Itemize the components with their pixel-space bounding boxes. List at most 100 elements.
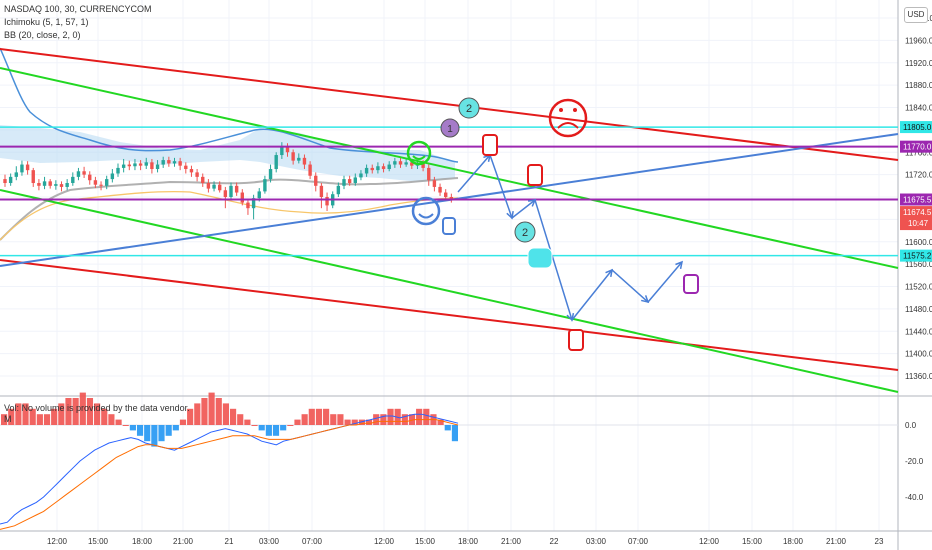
macd-histogram-bar	[43, 414, 51, 425]
macd-pane	[0, 392, 898, 530]
price-level-label: 11575.2	[903, 252, 932, 261]
arrowhead	[641, 295, 650, 304]
candle-body	[8, 176, 13, 184]
green-channel-upper	[0, 67, 899, 269]
blue-smiley-icon	[411, 196, 441, 226]
candle-body	[144, 162, 148, 166]
price-tick-label: 11720.0	[905, 171, 932, 180]
candle-body	[444, 192, 448, 197]
candle-body	[14, 172, 18, 177]
candle-body	[376, 166, 380, 171]
candle-body	[184, 165, 188, 170]
macd-histogram-bar	[237, 414, 244, 425]
price-level-label: 11805.0	[903, 123, 932, 132]
candle-body	[167, 160, 171, 164]
candle-body	[449, 197, 454, 200]
candle-body	[410, 162, 414, 166]
candle-body	[201, 176, 205, 184]
candle-body	[291, 152, 295, 161]
arrowhead	[527, 199, 537, 207]
macd-histogram-bar	[308, 408, 315, 425]
speech-bubble-icon	[458, 97, 480, 119]
candle-body	[353, 177, 357, 184]
price-tick-label: 11960.0	[905, 36, 932, 45]
grid	[0, 0, 898, 531]
macd-histogram-bar	[194, 403, 201, 425]
drawings	[0, 48, 899, 393]
pointing-hand-icon	[442, 217, 456, 235]
candle-body	[398, 161, 403, 165]
price-tick-label: 11440.0	[905, 327, 932, 336]
candle-body	[31, 170, 35, 184]
macd-histogram-bar	[94, 403, 101, 425]
candle-body	[246, 202, 250, 209]
macd-histogram-bar	[201, 398, 208, 425]
candle-body	[178, 161, 182, 166]
candle-body	[314, 175, 318, 186]
macd-histogram-bar	[15, 403, 22, 425]
pointing-hand-icon	[527, 164, 543, 186]
candle-body	[161, 160, 165, 165]
macd-histogram-bar	[294, 419, 301, 425]
sad-face-eye	[559, 108, 563, 112]
price-tick-label: 11920.0	[905, 59, 932, 68]
price-level-label: 11675.5	[903, 196, 932, 205]
macd-histogram-bar	[158, 425, 165, 442]
bb-legend: BB (20, close, 2, 0)	[4, 30, 81, 40]
time-tick-label: 07:00	[302, 537, 323, 546]
time-tick-label: 18:00	[783, 537, 804, 546]
macd-histogram-bar	[79, 392, 86, 425]
macd-histogram-bar	[179, 419, 187, 425]
sad-face-mouth	[557, 122, 579, 129]
bb-basis-line	[0, 190, 459, 241]
candle-body	[342, 179, 346, 186]
time-tick-label: 21:00	[173, 537, 194, 546]
macd-tick-label: 0.0	[905, 421, 917, 430]
price-level-tag	[900, 193, 932, 206]
macd-histogram-bar	[115, 419, 122, 425]
price-tick-label: 11880.0	[905, 81, 932, 90]
smiley-mouth	[412, 155, 426, 160]
signal-line	[0, 419, 459, 530]
symbol-legend: NASDAQ 100, 30, CURRENCYCOM	[4, 4, 152, 14]
candle-body	[155, 164, 160, 170]
candle-body	[116, 167, 120, 174]
time-tick-label: 18:00	[458, 537, 479, 546]
currency-button[interactable]: USD	[904, 7, 928, 23]
macd-histogram-bar	[136, 425, 144, 436]
candle-body	[308, 164, 312, 176]
macd-histogram-bar	[86, 398, 94, 425]
candle-body	[71, 176, 75, 184]
price-level-tag	[900, 140, 932, 153]
candle-body	[59, 184, 64, 187]
pig-face-icon	[527, 247, 553, 269]
candle-body	[25, 164, 30, 171]
time-tick-label: 12:00	[47, 537, 68, 546]
candle-body	[223, 190, 228, 197]
candle-body	[280, 146, 284, 156]
macd-histogram-bar	[387, 408, 394, 425]
macd-histogram-bar	[151, 425, 158, 447]
time-tick-label: 03:00	[586, 537, 607, 546]
macd-tick-label: -20.0	[905, 457, 924, 466]
macd-histogram-bar	[408, 414, 416, 425]
macd-histogram-bar	[258, 425, 265, 431]
candle-body	[319, 185, 324, 197]
time-tick-label: 12:00	[699, 537, 720, 546]
candle-body	[347, 179, 352, 184]
time-tick-label: 21	[225, 537, 234, 546]
macd-histogram-bar	[230, 408, 237, 425]
candle-body	[302, 157, 307, 165]
macd-histogram-bar	[215, 398, 222, 425]
price-tick-label: 11520.0	[905, 283, 932, 292]
candle-body	[438, 186, 442, 193]
countdown-label: 10:47	[908, 219, 929, 228]
candles	[3, 142, 454, 220]
pointing-hand-icon	[482, 134, 498, 156]
time-tick-label: 12:00	[374, 537, 395, 546]
time-tick-label: 21:00	[826, 537, 847, 546]
arrowhead	[675, 260, 684, 270]
candle-body	[274, 155, 278, 170]
arrowhead	[566, 312, 575, 322]
